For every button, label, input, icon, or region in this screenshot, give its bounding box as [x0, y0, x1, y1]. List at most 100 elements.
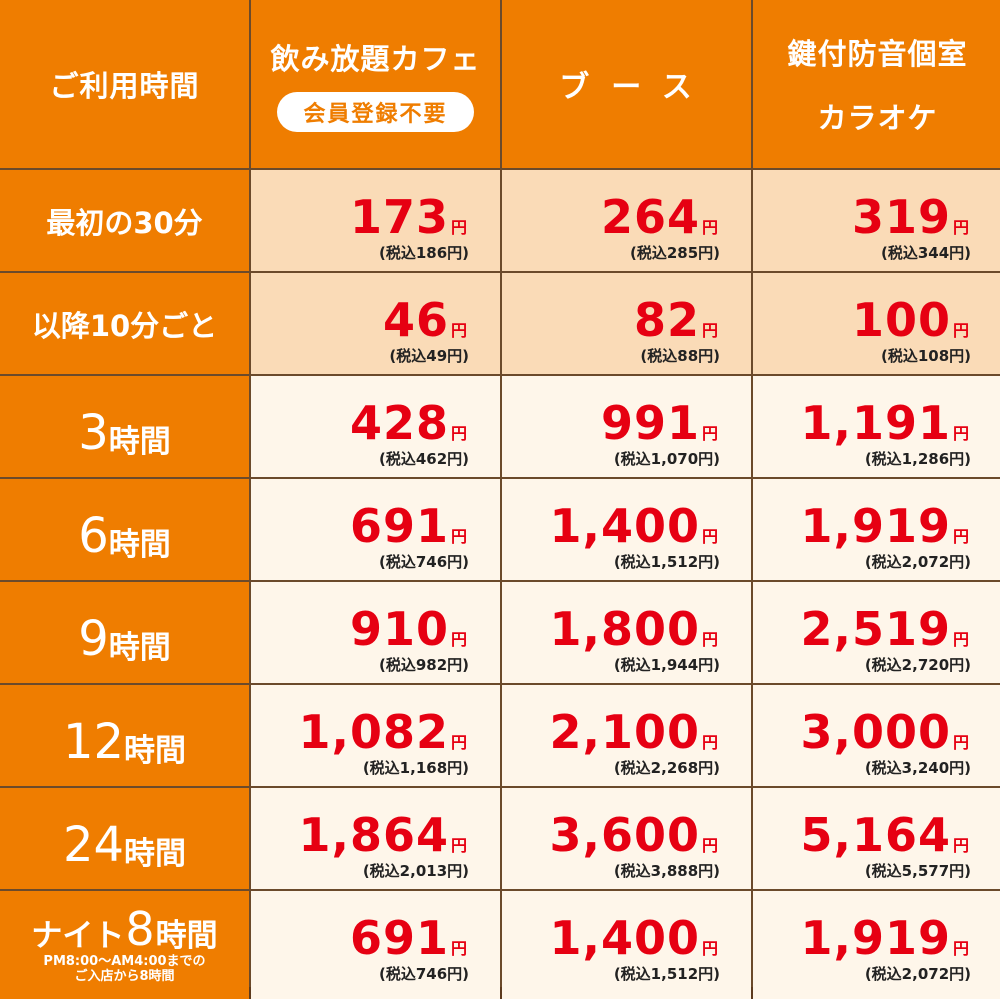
- yen-unit: 円: [701, 836, 718, 855]
- yen-unit: 円: [450, 321, 467, 340]
- price-amount: 691: [349, 911, 449, 965]
- yen-unit: 円: [952, 630, 969, 649]
- row-label-hours: 12: [62, 714, 125, 770]
- row-label-12h: 12 時間: [0, 685, 249, 786]
- price-amount: 1,400: [549, 911, 700, 965]
- price-tax-included: (税込5,577円): [864, 862, 971, 880]
- row-label-24h: 24 時間: [0, 788, 249, 889]
- yen-unit: 円: [450, 939, 467, 958]
- price-amount: 1,919: [800, 499, 951, 553]
- yen-unit: 円: [952, 733, 969, 752]
- price-tax-included: (税込3,240円): [864, 759, 971, 777]
- price-cell: 691 円 (税込746円): [251, 891, 500, 999]
- price-amount: 1,919: [800, 911, 951, 965]
- header-karaoke-line2: カラオケ: [817, 101, 938, 135]
- yen-unit: 円: [450, 733, 467, 752]
- row-label-text: 以降10分ごと: [31, 308, 218, 343]
- yen-unit: 円: [701, 733, 718, 752]
- yen-unit: 円: [701, 321, 718, 340]
- price-amount: 1,800: [549, 602, 700, 656]
- row-label-hours: 3: [78, 405, 109, 461]
- price-amount: 100: [851, 293, 951, 347]
- yen-unit: 円: [701, 424, 718, 443]
- price-cell: 1,919 円 (税込2,072円): [753, 891, 1000, 999]
- price-tax-included: (税込1,168円): [362, 759, 469, 777]
- row-label-unit: 時間: [124, 836, 187, 872]
- header-usage-time-label: ご利用時間: [49, 69, 200, 103]
- price-amount: 910: [349, 602, 449, 656]
- yen-unit: 円: [450, 424, 467, 443]
- yen-unit: 円: [952, 939, 969, 958]
- price-amount: 173: [349, 190, 449, 244]
- price-amount: 3,600: [549, 808, 700, 862]
- row-label-unit: 時間: [108, 527, 171, 563]
- price-amount: 46: [382, 293, 449, 347]
- price-tax-included: (税込1,512円): [613, 553, 720, 571]
- row-label-hours: 24: [62, 817, 125, 873]
- price-tax-included: (税込2,720円): [864, 656, 971, 674]
- price-amount: 82: [633, 293, 700, 347]
- price-tax-included: (税込1,070円): [613, 450, 720, 468]
- yen-unit: 円: [952, 836, 969, 855]
- row-label-unit: 時間: [108, 424, 171, 460]
- price-cell: 3,600 円 (税込3,888円): [502, 788, 751, 889]
- yen-unit: 円: [952, 218, 969, 237]
- yen-unit: 円: [450, 218, 467, 237]
- yen-unit: 円: [701, 527, 718, 546]
- price-cell: 1,800 円 (税込1,944円): [502, 582, 751, 683]
- header-drink-cafe-label: 飲み放題カフェ: [270, 42, 481, 76]
- price-cell: 173 円 (税込186円): [251, 170, 500, 271]
- row-label-unit: 時間: [108, 630, 171, 666]
- header-drink-cafe: 飲み放題カフェ 会員登録不要: [251, 0, 500, 168]
- row-label-9h: 9 時間: [0, 582, 249, 683]
- price-cell: 2,519 円 (税込2,720円): [753, 582, 1000, 683]
- price-tax-included: (税込88円): [640, 347, 720, 365]
- price-tax-included: (税込285円): [629, 244, 720, 262]
- row-label-first-30min: 最初の30分: [0, 170, 249, 271]
- yen-unit: 円: [952, 527, 969, 546]
- price-tax-included: (税込746円): [378, 965, 469, 983]
- night-prefix: ナイト: [31, 917, 125, 954]
- night-hours: 8: [125, 901, 155, 956]
- row-label-each-10min: 以降10分ごと: [0, 273, 249, 374]
- price-cell: 1,400 円 (税込1,512円): [502, 891, 751, 999]
- header-karaoke-line1: 鍵付防音個室: [787, 37, 968, 71]
- header-booth: ブース: [502, 0, 751, 168]
- row-label-night-8h: ナイト 8 時間 PM8:00〜AM4:00までの ご入店から8時間: [0, 891, 249, 999]
- price-amount: 1,191: [800, 396, 951, 450]
- yen-unit: 円: [450, 836, 467, 855]
- night-unit: 時間: [155, 917, 218, 954]
- price-tax-included: (税込2,268円): [613, 759, 720, 777]
- price-cell: 46 円 (税込49円): [251, 273, 500, 374]
- price-cell: 1,191 円 (税込1,286円): [753, 376, 1000, 477]
- night-note-line2: ご入店から8時間: [74, 968, 175, 984]
- header-karaoke: 鍵付防音個室 カラオケ: [753, 0, 1000, 168]
- price-tax-included: (税込3,888円): [613, 862, 720, 880]
- price-cell: 1,400 円 (税込1,512円): [502, 479, 751, 580]
- price-amount: 5,164: [800, 808, 951, 862]
- price-cell: 1,864 円 (税込2,013円): [251, 788, 500, 889]
- price-cell: 100 円 (税込108円): [753, 273, 1000, 374]
- yen-unit: 円: [450, 527, 467, 546]
- price-amount: 1,400: [549, 499, 700, 553]
- price-tax-included: (税込1,286円): [864, 450, 971, 468]
- row-label-text: 最初の30分: [46, 205, 203, 240]
- price-cell: 428 円 (税込462円): [251, 376, 500, 477]
- price-tax-included: (税込1,512円): [613, 965, 720, 983]
- price-amount: 264: [600, 190, 700, 244]
- price-tax-included: (税込462円): [378, 450, 469, 468]
- price-amount: 3,000: [800, 705, 951, 759]
- yen-unit: 円: [701, 939, 718, 958]
- price-amount: 691: [349, 499, 449, 553]
- price-tax-included: (税込982円): [378, 656, 469, 674]
- header-booth-label: ブース: [559, 70, 714, 105]
- price-amount: 2,100: [549, 705, 700, 759]
- price-tax-included: (税込2,072円): [864, 965, 971, 983]
- price-cell: 3,000 円 (税込3,240円): [753, 685, 1000, 786]
- price-tax-included: (税込108円): [880, 347, 971, 365]
- price-amount: 1,864: [298, 808, 449, 862]
- price-tax-included: (税込2,072円): [864, 553, 971, 571]
- price-tax-included: (税込2,013円): [362, 862, 469, 880]
- price-cell: 2,100 円 (税込2,268円): [502, 685, 751, 786]
